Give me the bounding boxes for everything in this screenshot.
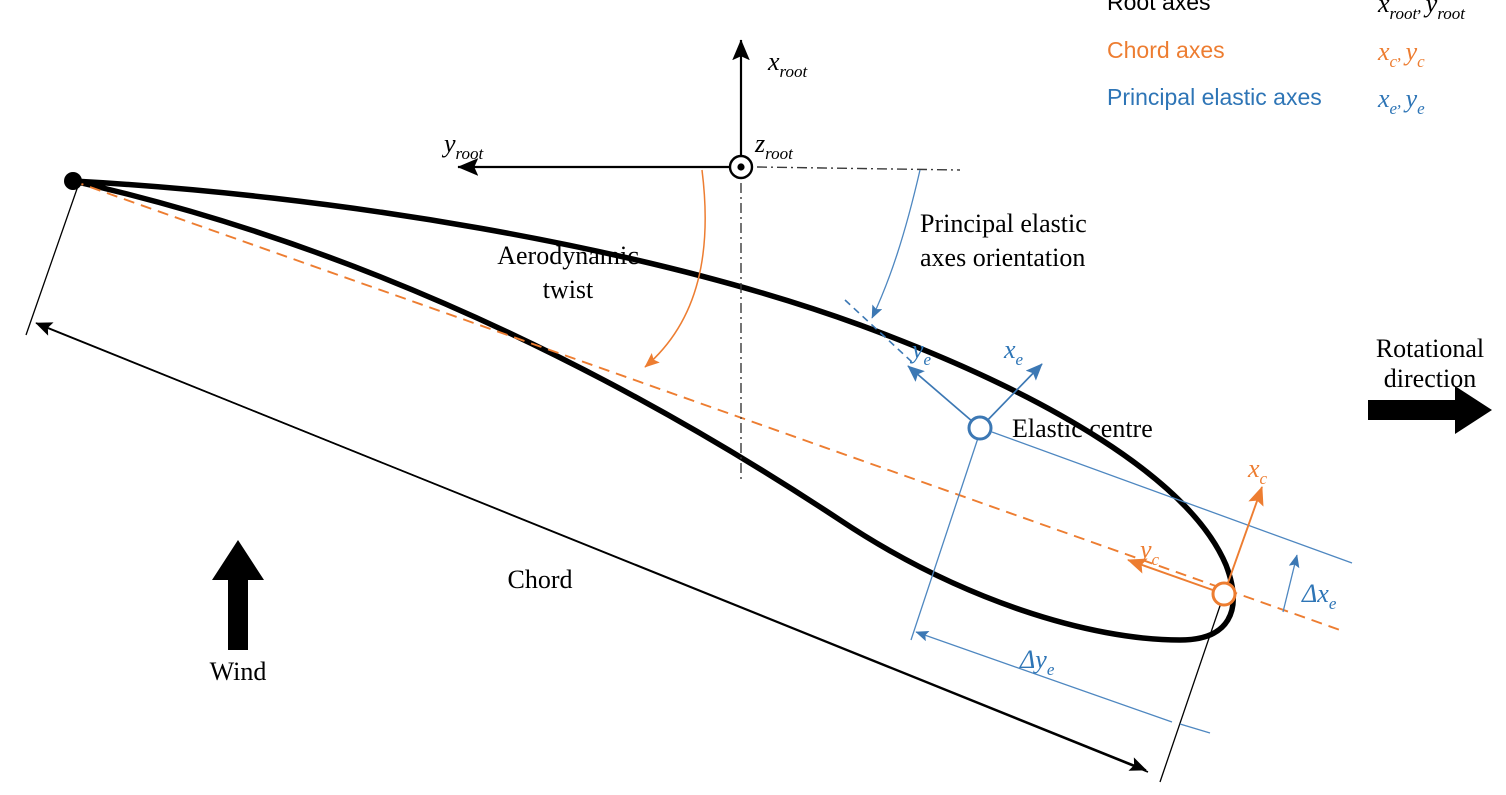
root-horizontal-reference-dashdot bbox=[756, 166, 961, 171]
aerodynamic-twist-curved-arrow bbox=[644, 169, 706, 368]
y-c-axis-arrow bbox=[1127, 558, 1225, 595]
y-e-label: ye bbox=[909, 335, 932, 369]
x-e-label: xe bbox=[1003, 335, 1024, 369]
wind-arrow-icon bbox=[212, 540, 264, 650]
legend-item-principal-elastic-axes-label: Principal elastic axes bbox=[1107, 84, 1322, 110]
legend-item-root-axes-symbols: xroot, yroot bbox=[1377, 0, 1466, 23]
wind-label: Wind bbox=[210, 657, 267, 686]
principal-elastic-orientation-group bbox=[844, 169, 921, 363]
delta-x-e-arrow bbox=[1282, 554, 1300, 613]
delta-y-e-label: Δye bbox=[1019, 645, 1055, 679]
x-e-axis-arrow bbox=[979, 363, 1043, 429]
root-axes-group bbox=[457, 39, 961, 480]
elastic-centre-label: Elastic centre bbox=[1012, 414, 1153, 443]
chord-dashed-line bbox=[72, 180, 1341, 631]
elastic-centre-marker bbox=[967, 415, 993, 441]
y-root-label: yroot bbox=[441, 129, 485, 163]
delta-y-e-dimension-group bbox=[915, 630, 1211, 734]
legend-item-chord-axes-label: Chord axes bbox=[1107, 37, 1225, 63]
chord-dimension-line-right-arrow bbox=[39, 324, 1147, 771]
legend-group: Root axes xroot, yroot Chord axes xc, yc… bbox=[1107, 0, 1466, 118]
y-e-axis-arrow bbox=[907, 365, 981, 429]
chord-dimension-group bbox=[25, 185, 1223, 783]
chord-origin-marker bbox=[1211, 581, 1237, 607]
wind-arrow-group bbox=[212, 540, 264, 650]
leading-edge-point-marker bbox=[64, 172, 82, 190]
chord-label: Chord bbox=[508, 565, 573, 594]
aerodynamic-twist-label-line1: Aerodynamic bbox=[497, 241, 639, 270]
rotational-direction-group bbox=[1368, 386, 1492, 434]
principal-elastic-label-line1: Principal elastic bbox=[920, 209, 1087, 238]
z-root-symbol-dot bbox=[737, 163, 745, 171]
chord-axes-group bbox=[1127, 486, 1264, 607]
principal-elastic-dashed-reference bbox=[844, 299, 913, 363]
delta-y-e-arrow bbox=[915, 630, 1173, 723]
chord-extension-line-trailing bbox=[1159, 599, 1223, 783]
delta-y-e-extension-right bbox=[1179, 723, 1211, 734]
airfoil-outline-group bbox=[70, 178, 1236, 643]
airfoil-outline bbox=[70, 178, 1236, 643]
legend-item-principal-elastic-axes-symbols: xe, ye bbox=[1377, 84, 1425, 118]
elastic-centre-extension-down bbox=[910, 437, 979, 641]
principal-elastic-curved-arrow bbox=[871, 169, 921, 319]
x-root-label: xroot bbox=[767, 47, 809, 81]
x-c-axis-arrow bbox=[1223, 486, 1264, 595]
legend-item-chord-axes-symbols: xc, yc bbox=[1377, 37, 1425, 71]
delta-x-e-dimension-group bbox=[1282, 554, 1300, 613]
elastic-centre-extension-right bbox=[991, 431, 1353, 564]
principal-elastic-label-line2: axes orientation bbox=[920, 243, 1085, 272]
delta-x-e-label: Δxe bbox=[1301, 579, 1337, 613]
aerodynamic-twist-group bbox=[644, 169, 706, 368]
rotational-direction-label-line2: direction bbox=[1384, 364, 1476, 393]
y-c-label: yc bbox=[1137, 535, 1160, 569]
rotational-direction-arrow-icon bbox=[1368, 386, 1492, 434]
chord-extension-line-leading bbox=[25, 185, 79, 336]
rotational-direction-label-line1: Rotational bbox=[1376, 334, 1484, 363]
z-root-label: zroot bbox=[754, 129, 794, 163]
aerodynamic-twist-label-line2: twist bbox=[543, 275, 594, 304]
legend-item-root-axes-label: Root axes bbox=[1107, 0, 1211, 15]
x-c-label: xc bbox=[1247, 454, 1268, 488]
chord-axis-group bbox=[72, 180, 1341, 631]
elastic-axes-group bbox=[907, 363, 1353, 641]
